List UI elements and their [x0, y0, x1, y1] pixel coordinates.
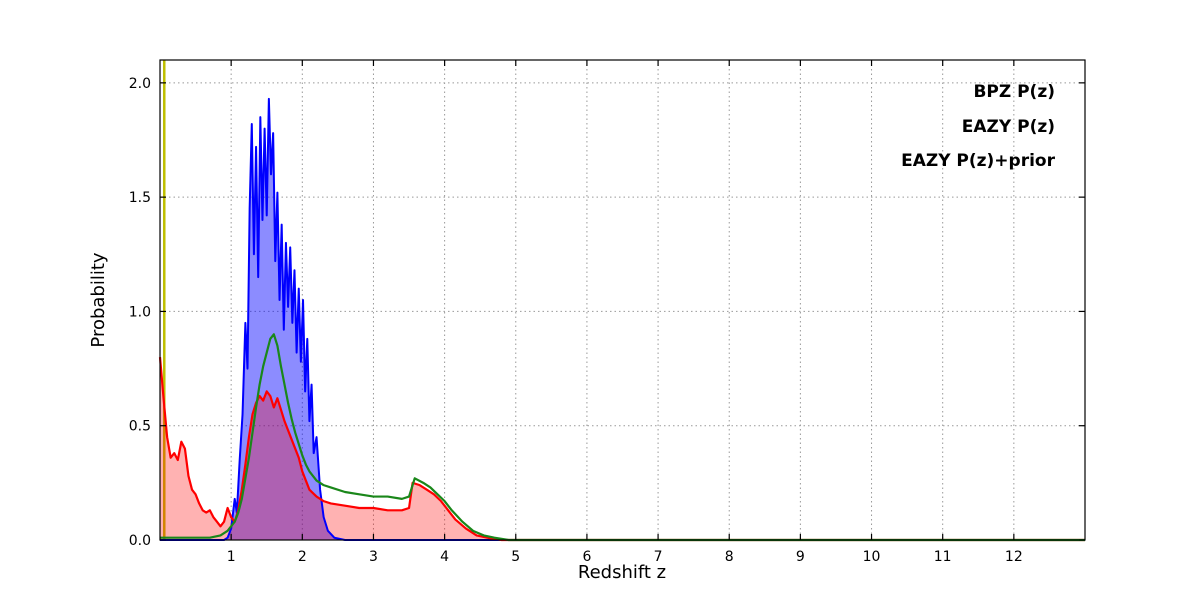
x-tick-label: 12	[1005, 549, 1023, 565]
y-axis-label: Probability	[88, 252, 109, 347]
series-line-eazy-p-z	[158, 357, 1085, 542]
legend-entry-bpz-pz: BPZ P(z)	[973, 82, 1055, 102]
y-tick-label: 0.0	[129, 533, 151, 549]
legend-entry-eazy-pz-prior: EAZY P(z)+prior	[901, 151, 1056, 171]
x-tick-label: 10	[863, 549, 881, 565]
y-tick-label: 1.5	[129, 190, 151, 206]
legend-entry-eazy-pz: EAZY P(z)	[962, 117, 1055, 137]
series-line-bpz-p-z	[160, 97, 1085, 541]
x-tick-label: 3	[369, 549, 378, 565]
y-tick-label: 0.5	[129, 419, 151, 435]
plot-layer: 1 2 3 4 5 6 7 8 9 10 11 120.00.51.01.52.0	[129, 59, 1086, 565]
x-tick-label: 11	[934, 549, 952, 565]
x-tick-label: 8	[725, 549, 734, 565]
x-axis-label: Redshift z	[578, 562, 666, 583]
x-tick-label: 7	[654, 549, 663, 565]
y-tick-label: 1.0	[129, 304, 151, 320]
axes-box	[159, 59, 1086, 541]
series-fill-eazy-p-z	[160, 357, 1085, 540]
plot-background	[160, 60, 1085, 540]
legend: BPZ P(z) EAZY P(z) EAZY P(z)+prior	[901, 82, 1056, 171]
x-tick-label: 4	[440, 549, 449, 565]
y-tick-label: 2.0	[129, 76, 151, 92]
series-fill-bpz-p-z	[160, 98, 1085, 541]
x-tick-label: 1	[227, 549, 236, 565]
x-tick-label: 6	[582, 549, 591, 565]
x-tick-label: 2	[298, 549, 307, 565]
x-tick-label: 9	[796, 549, 805, 565]
x-tick-label: 5	[511, 549, 520, 565]
series-line-eazy-p-z-prior	[160, 333, 1085, 542]
